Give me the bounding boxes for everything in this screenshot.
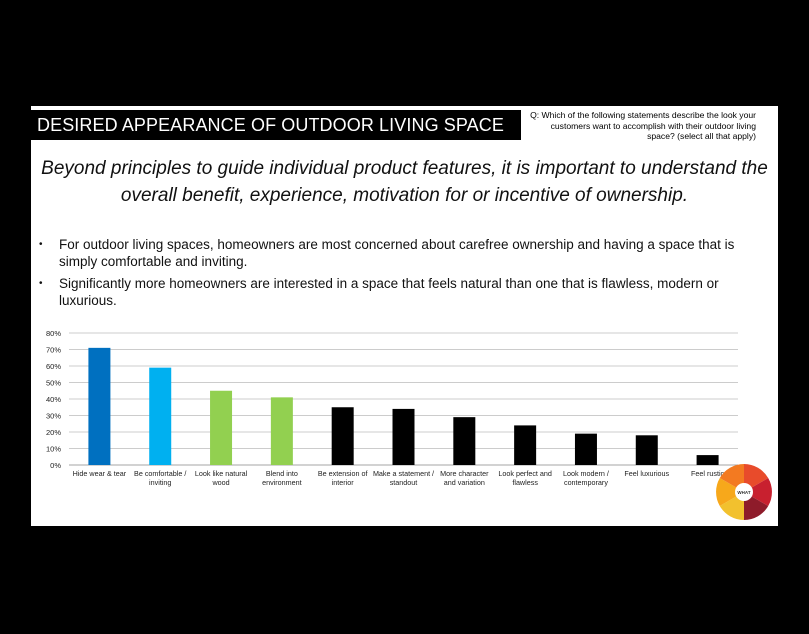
y-tick-label: 50% — [46, 379, 61, 388]
logo-segment-crimson — [744, 478, 772, 506]
bullet-item: • For outdoor living spaces, homeowners … — [39, 236, 769, 270]
bullet-text: For outdoor living spaces, homeowners ar… — [59, 237, 735, 269]
bar — [696, 455, 719, 465]
x-tick-label: Look like natural wood — [195, 469, 248, 487]
logo-segment-orange — [719, 464, 744, 492]
bar — [392, 408, 415, 465]
y-tick-label: 30% — [46, 412, 61, 421]
logo-segment-dark — [744, 492, 769, 520]
x-tick-label: Look perfect and flawless — [498, 469, 552, 487]
x-tick-label: Make a statement / standout — [373, 469, 434, 487]
x-tick-label: Feel rustic — [691, 469, 725, 478]
y-tick-label: 70% — [46, 346, 61, 355]
x-tick-label: More character and variation — [440, 469, 489, 487]
x-tick-label: Look modern / contemporary — [563, 469, 609, 487]
logo-segment-amber — [716, 478, 744, 506]
slide: DESIRED APPEARANCE OF OUTDOOR LIVING SPA… — [31, 106, 778, 526]
slide-subtitle: Beyond principles to guide individual pr… — [41, 158, 768, 206]
x-tick-label: Hide wear & tear — [73, 469, 127, 478]
bar — [331, 407, 354, 465]
bar — [574, 433, 597, 465]
bullet-dot: • — [39, 239, 43, 250]
bullet-list: • For outdoor living spaces, homeowners … — [39, 236, 769, 314]
survey-question: Q: Which of the following statements des… — [530, 110, 756, 141]
bar — [88, 347, 111, 465]
logo-center — [735, 483, 753, 501]
slide-title: DESIRED APPEARANCE OF OUTDOOR LIVING SPA… — [31, 110, 521, 140]
brand-logo: WHAT — [716, 464, 772, 520]
bullet-item: • Significantly more homeowners are inte… — [39, 275, 769, 309]
bar — [210, 390, 233, 465]
bar-chart: 0% 10% 20% 30% 40% 50% 60% 70% 80% Hide wear & te… — [46, 329, 738, 487]
y-tick-label: 0% — [50, 461, 61, 470]
x-tick-label: Be extension of interior — [318, 469, 368, 487]
y-tick-label: 40% — [46, 395, 61, 404]
bar — [635, 435, 658, 465]
x-tick-label: Be comfortable / inviting — [134, 469, 186, 487]
bar — [514, 425, 537, 465]
bullet-text: Significantly more homeowners are intere… — [59, 276, 719, 308]
y-tick-label: 60% — [46, 362, 61, 371]
x-tick-label: Feel luxurious — [624, 469, 669, 478]
bar — [149, 367, 172, 465]
logo-text: WHAT — [737, 490, 750, 495]
bullet-dot: • — [39, 278, 43, 289]
y-tick-label: 10% — [46, 445, 61, 454]
logo-segment-red — [744, 464, 769, 492]
y-tick-label: 20% — [46, 428, 61, 437]
bar — [453, 417, 476, 465]
logo-segment-yellow — [719, 492, 744, 520]
bar — [270, 397, 293, 465]
x-tick-label: Blend into environment — [262, 469, 302, 487]
y-tick-label: 80% — [46, 329, 61, 338]
